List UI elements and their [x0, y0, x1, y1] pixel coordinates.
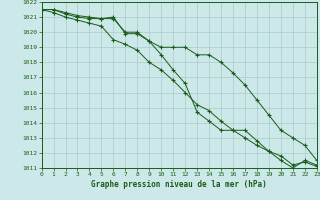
X-axis label: Graphe pression niveau de la mer (hPa): Graphe pression niveau de la mer (hPa) [91, 180, 267, 189]
